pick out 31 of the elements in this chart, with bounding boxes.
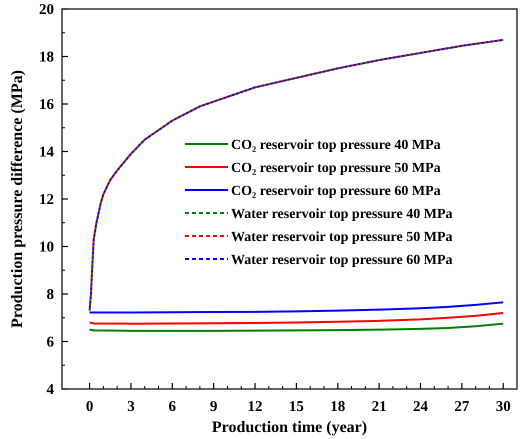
y-tick-label: 12: [39, 192, 54, 208]
line-series: [88, 38, 504, 312]
x-axis-title: Production time (year): [212, 419, 368, 436]
y-tick-label: 6: [46, 334, 54, 350]
y-tick-label: 10: [39, 240, 54, 256]
x-tick-label: 21: [372, 399, 387, 415]
legend-label: CO₂ reservoir top pressure 60 MPa: [231, 184, 441, 199]
y-tick-label: 4: [46, 382, 54, 398]
y-tick-label: 16: [39, 97, 54, 113]
legend-label: Water reservoir top pressure 50 MPa: [231, 230, 452, 245]
x-tick-label: 24: [412, 399, 428, 415]
legend-label: Water reservoir top pressure 40 MPa: [231, 207, 452, 222]
x-tick-label: 6: [168, 399, 177, 415]
x-tick-label: 18: [330, 399, 346, 415]
x-tick-label: 15: [288, 399, 304, 415]
x-tick-label: 9: [210, 399, 218, 415]
y-tick-label: 18: [39, 50, 54, 66]
x-tick-label: 3: [127, 399, 135, 415]
y-axis-title: Production pressure difference (MPa): [9, 70, 26, 328]
legend-label: Water reservoir top pressure 60 MPa: [231, 253, 452, 268]
y-tick-label: 14: [39, 144, 54, 160]
line-series: [88, 312, 504, 325]
legend-label: CO₂ reservoir top pressure 40 MPa: [231, 138, 441, 153]
legend-label: CO₂ reservoir top pressure 50 MPa: [231, 161, 441, 176]
y-tick-label: 8: [46, 287, 54, 303]
x-tick-label: 12: [248, 399, 263, 415]
x-tick-label: 30: [496, 399, 511, 415]
line-series: [88, 322, 504, 332]
x-tick-label: 27: [454, 399, 470, 415]
y-tick-label: 20: [39, 2, 54, 18]
x-tick-label: 0: [86, 399, 94, 415]
